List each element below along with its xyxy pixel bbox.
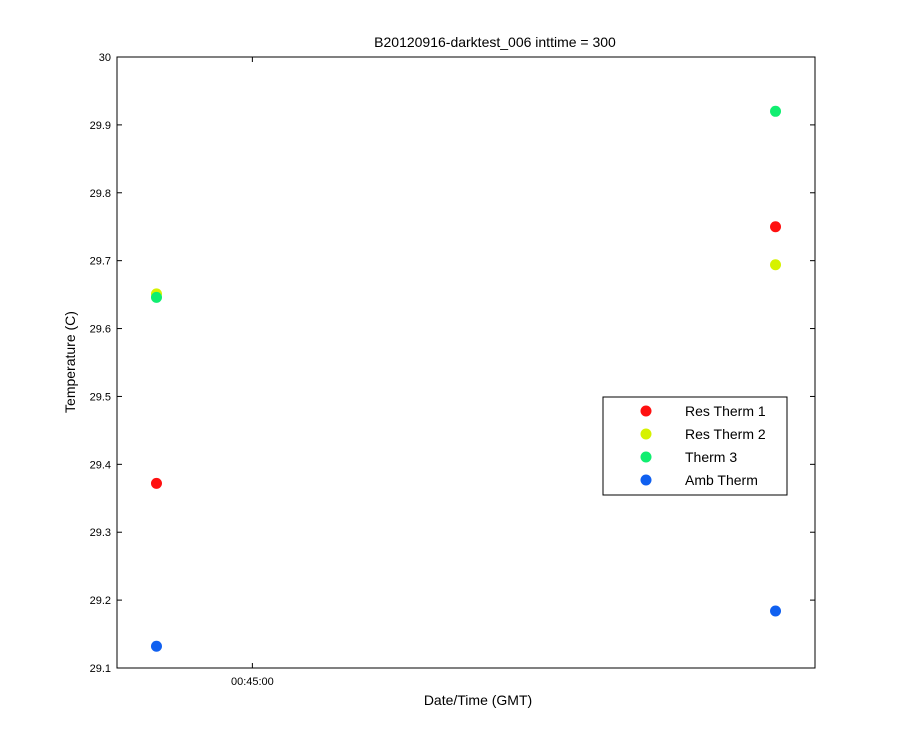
legend-entry-label: Therm 3 bbox=[685, 449, 737, 465]
legend-entry-label: Res Therm 1 bbox=[685, 403, 766, 419]
legend-entry-label: Amb Therm bbox=[685, 472, 758, 488]
y-axis-label: Temperature (C) bbox=[62, 311, 78, 413]
data-point bbox=[150, 291, 162, 303]
legend: Res Therm 1 Res Therm 2 Therm 3 Amb Therm bbox=[602, 396, 788, 496]
y-tick-label: 30 bbox=[99, 52, 111, 64]
data-point bbox=[770, 221, 782, 233]
y-tick-label: 29.2 bbox=[90, 595, 111, 607]
legend-box bbox=[602, 396, 788, 496]
legend-marker bbox=[640, 474, 652, 486]
data-point bbox=[770, 105, 782, 117]
legend-marker bbox=[640, 428, 652, 440]
y-tick-label: 29.9 bbox=[90, 120, 111, 132]
legend-marker bbox=[640, 405, 652, 417]
legend-marker bbox=[640, 451, 652, 463]
legend-entry-label: Res Therm 2 bbox=[685, 426, 766, 442]
data-point bbox=[770, 259, 782, 271]
x-axis-label: Date/Time (GMT) bbox=[424, 692, 532, 708]
y-tick-label: 29.3 bbox=[90, 527, 111, 539]
y-tick-label: 29.5 bbox=[90, 391, 111, 403]
data-points bbox=[150, 105, 782, 652]
data-point bbox=[770, 605, 782, 617]
data-point bbox=[150, 477, 162, 489]
x-axis-ticks: 00:45:00 bbox=[231, 57, 274, 688]
y-tick-label: 29.6 bbox=[90, 324, 111, 336]
y-tick-label: 29.1 bbox=[90, 663, 111, 675]
y-tick-label: 29.7 bbox=[90, 256, 111, 268]
y-tick-label: 29.4 bbox=[90, 459, 111, 471]
y-tick-label: 29.8 bbox=[90, 188, 111, 200]
plot-area-frame bbox=[116, 56, 816, 669]
data-point bbox=[150, 640, 162, 652]
chart-title: B20120916-darktest_006 inttime = 300 bbox=[374, 34, 616, 50]
y-axis-ticks: 29.1 29.2 29.3 29.4 29.5 29.6 29.7 29.8 29.9 30 bbox=[90, 52, 815, 675]
x-tick-label: 00:45:00 bbox=[231, 676, 274, 688]
